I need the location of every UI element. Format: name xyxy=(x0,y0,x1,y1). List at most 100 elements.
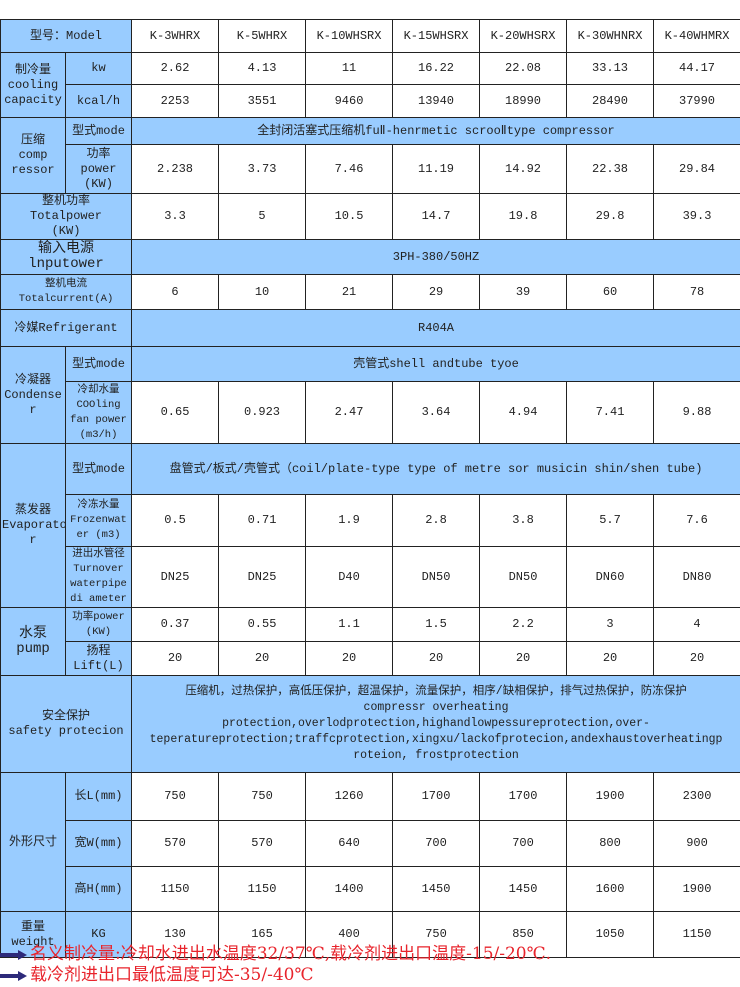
value-cell: 16.22 xyxy=(392,52,481,85)
value-cell: 1700 xyxy=(479,772,568,821)
compressor-mode-value: 全封闭活塞式压缩机fuⅡ-henrmetic scrooⅡtype compre… xyxy=(131,117,740,145)
safety-text: 压缩机，过热保护，高低压保护，超温保护，流量保护，相序/缺相保护，排气过热保护，… xyxy=(131,675,740,773)
pump-power-label: 功率power (KW) xyxy=(64,607,133,642)
value-cell: 850 xyxy=(479,911,568,958)
row-total-power: 整机功率 Totalpower (KW) 3.3 5 10.5 14.7 19.8 29.… xyxy=(0,193,740,240)
value-cell: 3.73 xyxy=(218,144,307,194)
row-compressor-mode: 压缩 comp ressor 型式mode 全封闭活塞式压缩机fuⅡ-henrm… xyxy=(0,117,740,194)
value-cell: 18990 xyxy=(479,84,568,118)
value-cell: 0.923 xyxy=(218,381,307,444)
value-cell: 1260 xyxy=(305,772,394,821)
value-cell: 9460 xyxy=(305,84,394,118)
weight-label: 重量 weight xyxy=(0,911,66,958)
value-cell: DN25 xyxy=(218,546,307,608)
value-cell: 4.13 xyxy=(218,52,307,85)
value-cell: 0.37 xyxy=(131,607,220,642)
row-pump-lift: 扬程 Lift(L) 20 20 20 20 20 20 20 xyxy=(1,641,740,676)
value-cell: 2.8 xyxy=(392,494,481,547)
value-cell: 0.65 xyxy=(131,381,220,444)
arrow-right-icon xyxy=(0,970,28,981)
value-cell: 9.88 xyxy=(653,381,740,444)
value-cell: 0.55 xyxy=(218,607,307,642)
value-cell: 1150 xyxy=(218,866,307,912)
cooling-kcal-unit: kcal/h xyxy=(64,84,133,118)
value-cell: 21 xyxy=(305,274,394,310)
value-cell: 20 xyxy=(305,641,394,676)
arrow-right-icon xyxy=(0,949,28,960)
value-cell: 14.7 xyxy=(392,193,481,240)
value-cell: 39 xyxy=(479,274,568,310)
value-cell: 29.84 xyxy=(653,144,740,194)
cooling-label: 制冷量 cooling capacity xyxy=(0,52,66,118)
value-cell: 130 xyxy=(131,911,220,958)
length-label: 长L(mm) xyxy=(64,772,133,821)
value-cell: 750 xyxy=(218,772,307,821)
value-cell: 1600 xyxy=(566,866,655,912)
value-cell: 400 xyxy=(305,911,394,958)
input-power-value: 3PH-380/50HZ xyxy=(131,239,740,275)
model-header-cell: K-3WHRX xyxy=(131,19,220,53)
value-cell: DN60 xyxy=(566,546,655,608)
row-weight: 重量 weight KG 130 165 400 750 850 1050 1150 xyxy=(0,911,740,958)
value-cell: 0.5 xyxy=(131,494,220,547)
value-cell: 900 xyxy=(653,820,740,867)
value-cell: 60 xyxy=(566,274,655,310)
value-cell: 750 xyxy=(392,911,481,958)
note-2: 载冷剂进出口最低温度可达-35/-40℃ xyxy=(0,965,551,986)
value-cell: 4 xyxy=(653,607,740,642)
value-cell: 20 xyxy=(218,641,307,676)
note-text: 名义制冷量:冷却水进出水温度32/37℃,载冷剂进出口温度-15/-20℃. xyxy=(30,944,552,964)
model-label: 型号：Model xyxy=(0,19,133,53)
evaporator-mode-label: 型式mode xyxy=(64,443,133,495)
dimensions-label: 外形尺寸 xyxy=(0,772,66,912)
value-cell: 1.5 xyxy=(392,607,481,642)
value-cell: 29.8 xyxy=(566,193,655,240)
value-cell: 1.9 xyxy=(305,494,394,547)
refrigerant-label: 冷媒Refrigerant xyxy=(0,309,133,347)
value-cell: 6 xyxy=(131,274,220,310)
condenser-mode-value: 壳管式shell andtube tyoe xyxy=(131,346,740,382)
value-cell: 2300 xyxy=(653,772,740,821)
value-cell: 570 xyxy=(218,820,307,867)
model-header-cell: K-10WHSRX xyxy=(305,19,394,53)
row-condenser-water: 冷却水量 COOling fan power (m3/h) 0.65 0.923 2… xyxy=(1,381,740,444)
pump-lift-label: 扬程 Lift(L) xyxy=(64,641,133,676)
compressor-label: 压缩 comp ressor xyxy=(0,117,66,194)
value-cell: 2.2 xyxy=(479,607,568,642)
value-cell: 7.6 xyxy=(653,494,740,547)
value-cell: 0.71 xyxy=(218,494,307,547)
value-cell: 20 xyxy=(131,641,220,676)
value-cell: 10.5 xyxy=(305,193,394,240)
value-cell: 1.1 xyxy=(305,607,394,642)
row-refrigerant: 冷媒Refrigerant R404A xyxy=(0,309,740,347)
spec-table: 型号：Model K-3WHRX K-5WHRX K-10WHSRX K-15WHSR… xyxy=(0,19,740,958)
value-cell: 640 xyxy=(305,820,394,867)
row-evaporator-mode: 蒸发器 Evaporato r 型式mode 盘管式/板式/壳管式（coil/p… xyxy=(0,443,740,608)
value-cell: 33.13 xyxy=(566,52,655,85)
value-cell: 750 xyxy=(131,772,220,821)
row-width: 宽W(mm) 570 570 640 700 700 800 900 xyxy=(1,820,740,867)
value-cell: 1700 xyxy=(392,772,481,821)
value-cell: 11.19 xyxy=(392,144,481,194)
value-cell: 11 xyxy=(305,52,394,85)
value-cell: 3551 xyxy=(218,84,307,118)
condenser-water-label: 冷却水量 COOling fan power (m3/h) xyxy=(64,381,133,444)
value-cell: 1400 xyxy=(305,866,394,912)
value-cell: 1150 xyxy=(131,866,220,912)
value-cell: 1900 xyxy=(566,772,655,821)
compressor-power-label: 功率 power (KW) xyxy=(64,144,133,194)
value-cell: 1150 xyxy=(653,911,740,958)
value-cell: 1050 xyxy=(566,911,655,958)
value-cell: DN80 xyxy=(653,546,740,608)
total-power-label: 整机功率 Totalpower (KW) xyxy=(0,193,133,240)
value-cell: 20 xyxy=(566,641,655,676)
value-cell: DN50 xyxy=(479,546,568,608)
model-header-cell: K-30WHNRX xyxy=(566,19,655,53)
evaporator-mode-value: 盘管式/板式/壳管式（coil/plate-type type of metre… xyxy=(131,443,740,495)
condenser-label: 冷凝器 Condense r xyxy=(0,346,66,444)
value-cell: 1900 xyxy=(653,866,740,912)
row-condenser-mode: 冷凝器 Condense r 型式mode 壳管式shell andtube t… xyxy=(0,346,740,444)
condenser-mode-label: 型式mode xyxy=(64,346,133,382)
value-cell: 37990 xyxy=(653,84,740,118)
row-model: 型号：Model K-3WHRX K-5WHRX K-10WHSRX K-15WHSR… xyxy=(0,19,740,53)
